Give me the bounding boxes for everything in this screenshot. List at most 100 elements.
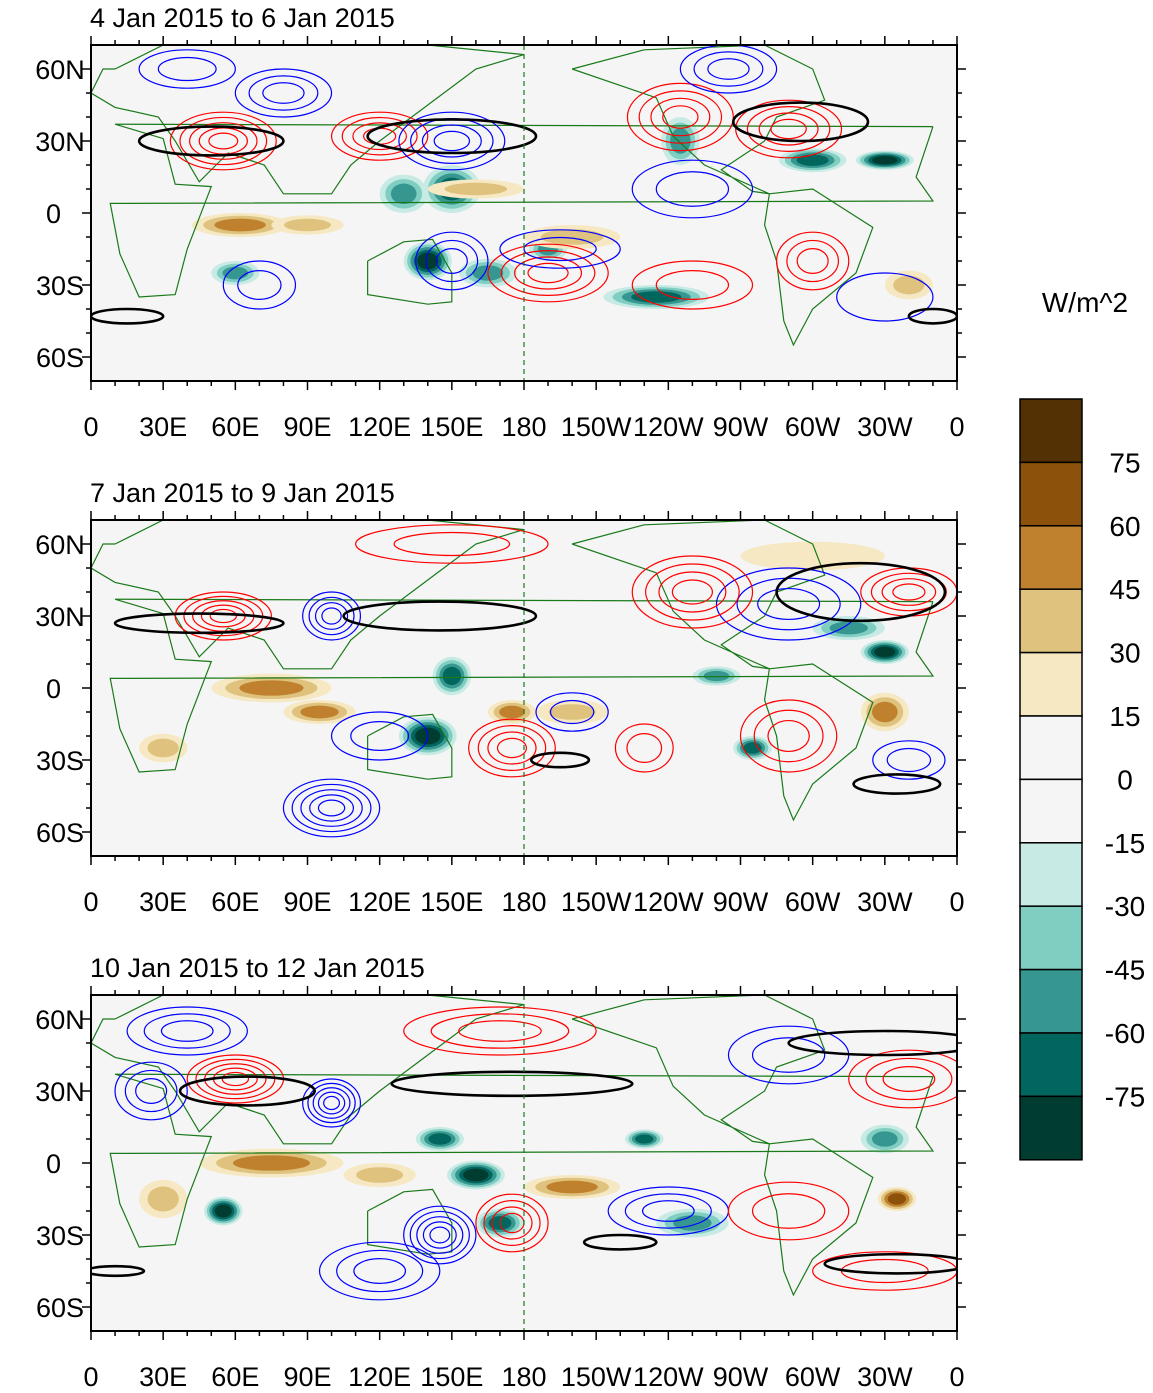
shading-anomaly-region	[444, 182, 508, 196]
positive-contour	[735, 99, 843, 159]
shading-anomaly-region	[829, 621, 868, 635]
lon-tick-label: 30W	[857, 887, 913, 917]
lon-tick-label: 180	[501, 887, 546, 917]
positive-contour	[330, 111, 429, 161]
jet-contour	[113, 612, 285, 635]
shading-anomaly-region	[214, 1204, 232, 1218]
positive-contour	[208, 132, 239, 150]
positive-contour	[189, 122, 258, 160]
colorbar-level-label: 60	[1109, 511, 1140, 542]
positive-contour	[477, 724, 547, 771]
jet-contour	[342, 600, 538, 632]
colorbar: 75 60 45 30 15 0 -15 -30 -45 -60 -75	[1019, 398, 1145, 1161]
positive-contour	[487, 731, 537, 765]
negative-contour	[422, 1221, 457, 1249]
negative-contour	[415, 231, 489, 291]
shading-anomaly-region	[743, 742, 762, 754]
shading-anomaly-region	[222, 266, 249, 280]
positive-contour	[626, 82, 734, 152]
lon-tick-label: 30E	[139, 887, 187, 917]
panel-title: 7 Jan 2015 to 9 Jan 2015	[90, 478, 395, 508]
positive-contour	[746, 105, 831, 152]
shading-anomaly-region	[499, 705, 525, 719]
lat-tick-label: 30N	[35, 127, 85, 157]
map-background	[91, 45, 957, 381]
shading-anomaly-region	[635, 1134, 654, 1144]
panel-title: 4 Jan 2015 to 6 Jan 2015	[90, 3, 395, 33]
positive-contour	[882, 1066, 936, 1092]
lon-tick-label: 120W	[633, 887, 704, 917]
lon-tick-label: 30E	[139, 1362, 187, 1392]
negative-contour	[425, 239, 479, 283]
negative-contour	[323, 1095, 341, 1111]
negative-contour	[262, 82, 305, 104]
lon-tick-label: 120E	[348, 412, 411, 442]
negative-contour	[693, 51, 764, 87]
jet-contour	[907, 307, 957, 325]
lon-tick-label: 60W	[785, 412, 841, 442]
positive-contour	[174, 591, 273, 641]
jet-contour	[787, 1029, 957, 1057]
coastline	[763, 663, 874, 822]
negative-contour	[312, 1087, 351, 1119]
jet-contour	[137, 125, 285, 157]
lon-tick-label: 60E	[211, 887, 259, 917]
negative-contour	[302, 1078, 362, 1128]
lon-tick-label: 150E	[420, 412, 483, 442]
lon-tick-label: 90E	[283, 887, 331, 917]
negative-contour	[523, 236, 597, 262]
positive-contour	[848, 1049, 957, 1109]
map-panel-1: 0 30E 60E 90E 120E 150E 180 150W 120W 90W 60W 30W 0 6…	[35, 3, 966, 442]
negative-contour	[222, 260, 297, 310]
negative-contour	[350, 720, 410, 751]
negative-contour	[126, 1006, 248, 1056]
lon-tick-label: 180	[501, 412, 546, 442]
coastline	[763, 1138, 874, 1297]
positive-contour	[491, 1206, 533, 1240]
lon-tick-label: 150E	[420, 1362, 483, 1392]
negative-contour	[248, 75, 319, 111]
negative-contour	[309, 794, 355, 822]
positive-contour	[770, 118, 807, 140]
lat-tick-label: 0	[46, 199, 61, 229]
positive-contour	[631, 260, 754, 310]
negative-contour	[872, 740, 946, 780]
shading-anomaly-region	[428, 1133, 452, 1145]
colorbar-swatch	[1019, 398, 1083, 464]
lon-tick-label: 30W	[857, 1362, 913, 1392]
positive-contour	[870, 572, 947, 612]
lon-tick-label: 90W	[713, 887, 769, 917]
colorbar-swatch	[1019, 968, 1083, 1034]
positive-contour	[514, 256, 583, 290]
positive-contour	[727, 1181, 850, 1241]
shading-anomaly-region	[147, 738, 179, 758]
negative-contour	[330, 711, 429, 761]
positive-contour	[403, 1006, 597, 1056]
positive-contour	[458, 1020, 542, 1042]
positive-contour	[739, 699, 838, 773]
negative-contour	[757, 587, 821, 621]
coastline	[91, 520, 525, 670]
positive-contour	[631, 555, 754, 629]
positive-contour	[487, 243, 609, 303]
positive-contour	[221, 1071, 250, 1087]
positive-contour	[527, 262, 569, 284]
jet-contour	[529, 751, 591, 769]
lat-tick-label: 30N	[35, 1077, 85, 1107]
lon-tick-label: 90E	[283, 412, 331, 442]
positive-contour	[393, 531, 511, 557]
lon-tick-label: 90W	[713, 412, 769, 442]
jet-contour	[366, 118, 538, 155]
negative-contour	[237, 270, 282, 301]
negative-contour	[302, 591, 362, 641]
lon-tick-label: 150W	[561, 1362, 632, 1392]
positive-contour	[352, 122, 407, 151]
jet-contour	[91, 307, 165, 325]
colorbar-level-label: 45	[1109, 574, 1140, 605]
lat-tick-label: 30N	[35, 602, 85, 632]
coastline	[109, 1073, 935, 1248]
negative-contour	[403, 1205, 477, 1265]
colorbar-level-label: -45	[1105, 955, 1145, 986]
negative-contour	[317, 1091, 346, 1115]
